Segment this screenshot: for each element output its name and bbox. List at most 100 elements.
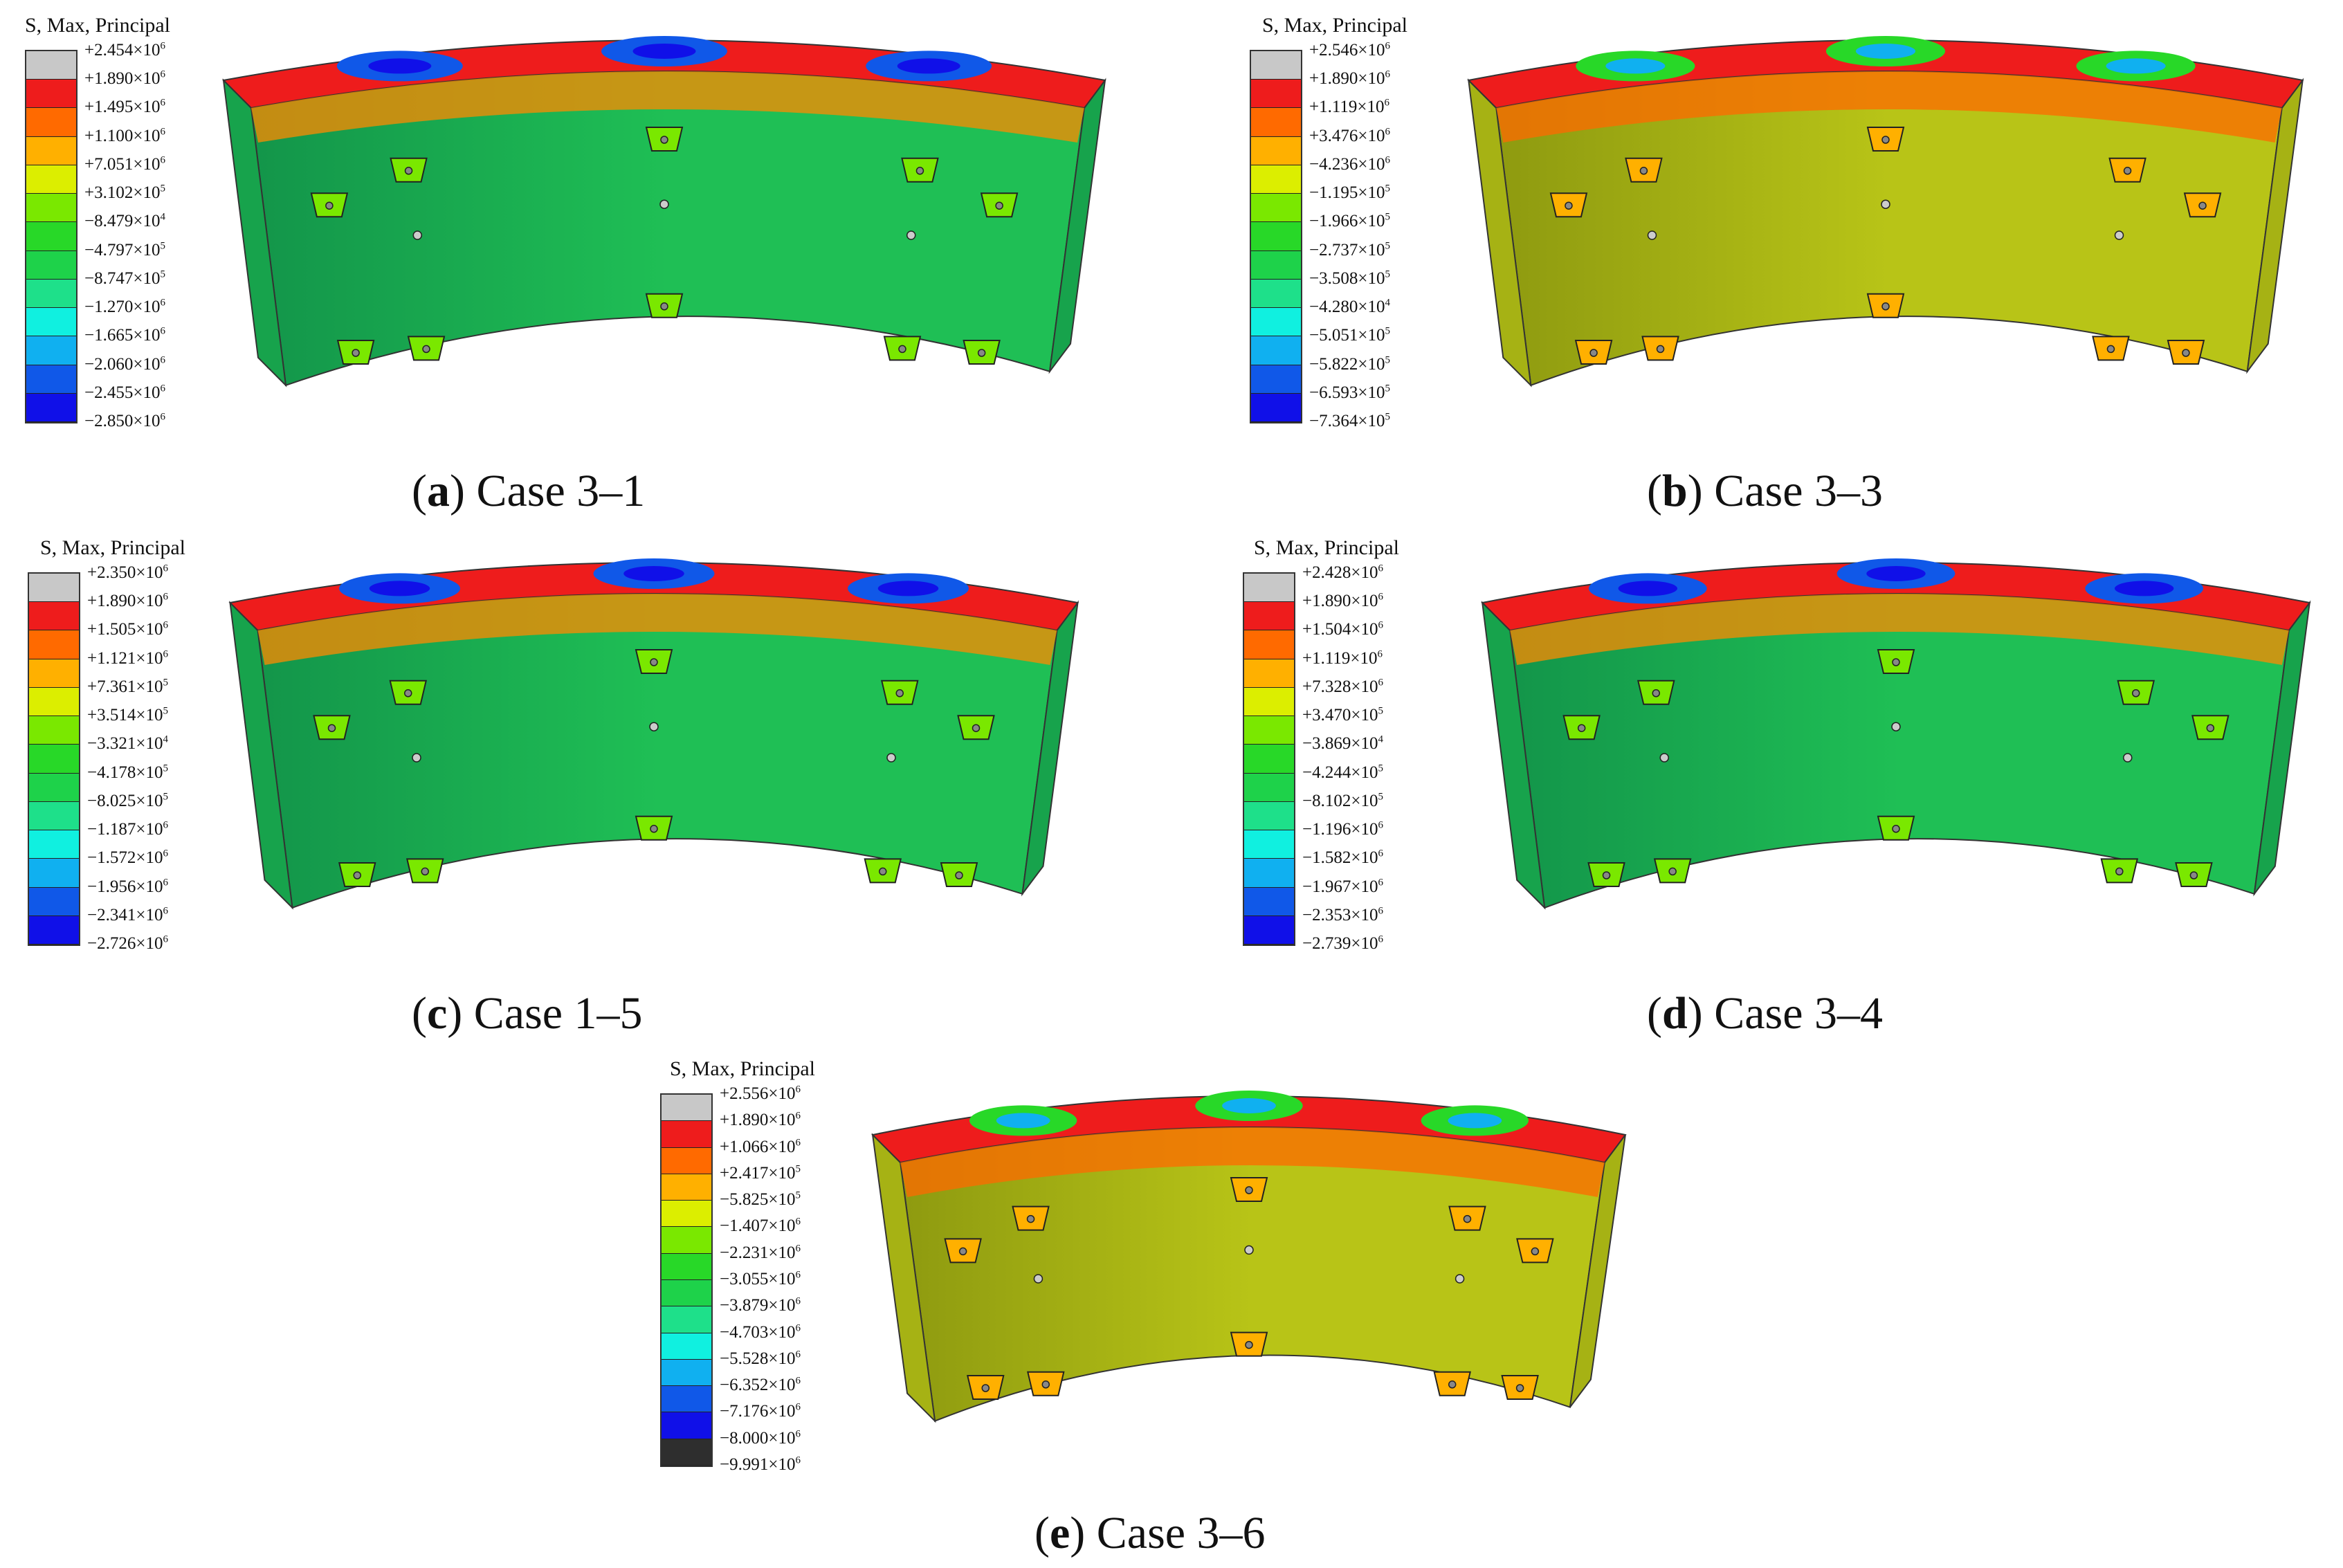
legend-swatch <box>29 801 79 831</box>
legend-label: −1.582×106 <box>1302 848 1383 868</box>
legend-label: −6.352×106 <box>720 1375 801 1395</box>
panel-caption: (d) Case 3–4 <box>1647 988 1883 1039</box>
bolt-hole <box>1245 1340 1253 1349</box>
legend-swatch <box>662 1333 711 1360</box>
legend-label: +2.454×106 <box>84 40 165 60</box>
panel-caption: (c) Case 1–5 <box>412 988 643 1039</box>
legend-label: −2.850×106 <box>84 411 165 430</box>
legend-label: −3.508×105 <box>1309 268 1390 288</box>
legend-swatch <box>662 1227 711 1254</box>
grout-hole <box>1455 1274 1465 1284</box>
grout-hole <box>1244 1245 1254 1255</box>
legend-label: −1.967×106 <box>1302 877 1383 896</box>
legend-swatch <box>29 630 79 659</box>
compression-zone <box>2114 581 2174 596</box>
stress-contour-model <box>1481 558 2311 910</box>
legend-label: −3.879×106 <box>720 1295 801 1315</box>
panel-e: S, Max, Principal (e) Case 3–6 +2.556×10… <box>623 1043 1730 1568</box>
compression-zone <box>368 58 432 74</box>
bolt-hole <box>958 1247 967 1256</box>
bolt-hole <box>2198 201 2207 210</box>
stress-contour-model <box>871 1091 1627 1423</box>
legend-swatch <box>26 194 76 223</box>
legend-label: +7.328×106 <box>1302 677 1383 696</box>
compression-zone <box>897 58 960 74</box>
grout-hole <box>886 753 896 763</box>
stress-contour-model <box>1467 36 2304 388</box>
legend-swatch <box>1244 887 1294 916</box>
legend-swatch <box>26 250 76 280</box>
legend-swatch <box>29 574 79 603</box>
legend-label: +1.066×106 <box>720 1137 801 1156</box>
legend-swatch <box>1244 574 1294 603</box>
grout-hole <box>659 199 669 209</box>
legend-swatch <box>29 659 79 688</box>
legend-label: −4.178×105 <box>87 763 168 782</box>
legend-title: S, Max, Principal <box>1254 536 1399 559</box>
compression-zone <box>1855 44 1916 59</box>
legend-label: −2.455×106 <box>84 383 165 402</box>
compression-zone <box>369 581 430 596</box>
legend-label: −7.364×105 <box>1309 411 1390 430</box>
legend-label: −5.822×105 <box>1309 354 1390 374</box>
bolt-hole <box>2106 345 2115 354</box>
bolt-hole <box>1448 1380 1457 1389</box>
stress-zone <box>1510 594 2289 665</box>
bolt-hole <box>2182 349 2190 357</box>
legend-swatch <box>29 773 79 802</box>
bolt-hole <box>879 867 887 876</box>
bolt-hole <box>660 302 668 311</box>
panel-a: S, Max, Principal (a) Case 3–1 +2.454×10… <box>0 0 1176 526</box>
legend-swatch <box>662 1306 711 1333</box>
legend-swatch <box>1251 393 1301 422</box>
grout-hole <box>1033 1274 1043 1284</box>
legend-label: −4.703×106 <box>720 1322 801 1342</box>
color-legend <box>1250 50 1302 423</box>
legend-label: −9.991×106 <box>720 1455 801 1474</box>
compression-zone <box>1448 1113 1502 1129</box>
legend-swatch <box>1244 745 1294 774</box>
legend-label: +1.890×106 <box>84 69 165 89</box>
legend-label: −2.231×106 <box>720 1243 801 1262</box>
legend-swatch <box>662 1439 711 1466</box>
bolt-hole <box>1041 1380 1050 1389</box>
legend-label: +1.495×106 <box>84 98 165 117</box>
legend-swatch <box>26 136 76 165</box>
legend-swatch <box>26 365 76 394</box>
legend-label: −6.593×105 <box>1309 383 1390 402</box>
stress-contour-model <box>221 36 1106 388</box>
compression-zone <box>996 1113 1050 1129</box>
bolt-hole <box>1881 136 1890 144</box>
legend-swatch <box>1244 773 1294 802</box>
legend-swatch <box>26 51 76 80</box>
legend-label: −8.747×105 <box>84 268 165 288</box>
legend-label: −8.102×105 <box>1302 791 1383 810</box>
legend-swatch <box>662 1174 711 1201</box>
panel-c: S, Max, Principal (c) Case 1–5 +2.350×10… <box>0 522 1176 1048</box>
bolt-hole <box>895 689 904 698</box>
bolt-hole <box>650 825 658 833</box>
legend-label: −8.000×106 <box>720 1428 801 1448</box>
bolt-hole <box>421 867 429 876</box>
legend-title: S, Max, Principal <box>670 1057 815 1080</box>
panel-letter: e <box>1049 1508 1070 1558</box>
bolt-hole <box>1026 1214 1035 1223</box>
grout-hole <box>1881 199 1890 209</box>
legend-swatch <box>26 108 76 137</box>
panel-case: Case 1–5 <box>473 988 643 1039</box>
legend-label: −4.236×106 <box>1309 154 1390 174</box>
legend-label: −1.966×105 <box>1309 212 1390 231</box>
legend-swatch <box>1251 136 1301 165</box>
legend-label: +1.890×106 <box>1302 591 1383 611</box>
legend-label: −1.956×106 <box>87 877 168 896</box>
legend-swatch <box>26 308 76 337</box>
legend-swatch <box>26 336 76 365</box>
bolt-hole <box>1639 167 1648 175</box>
legend-label: −8.479×104 <box>84 212 165 231</box>
bolt-hole <box>1565 201 1573 210</box>
legend-swatch <box>1244 630 1294 659</box>
legend-label: −2.739×106 <box>1302 933 1383 953</box>
legend-swatch <box>1251 308 1301 337</box>
bolt-hole <box>1602 871 1611 879</box>
legend-label: −4.280×104 <box>1309 297 1390 317</box>
